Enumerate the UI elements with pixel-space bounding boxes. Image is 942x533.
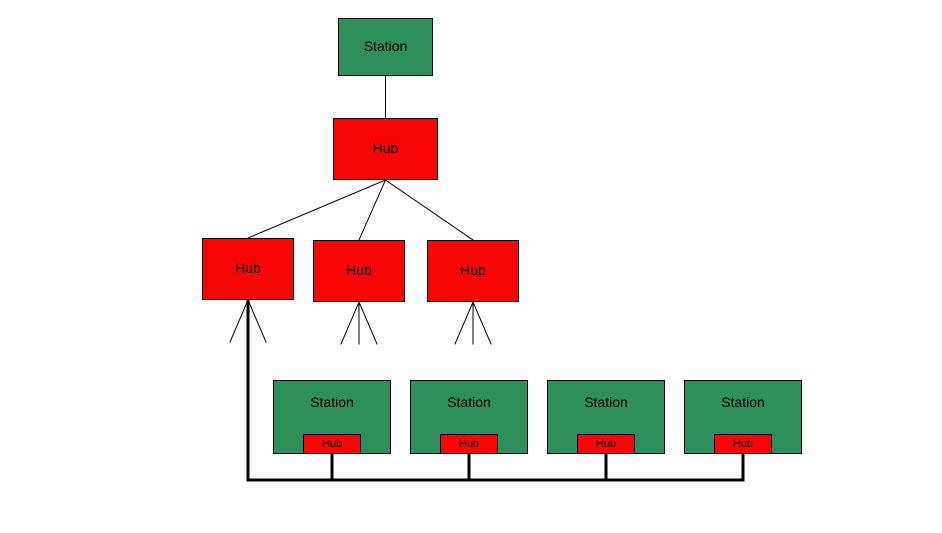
sub-hub-node: Hub [440,434,498,454]
hub-node: Hub [427,240,519,302]
station-node: Station [338,18,433,76]
node-label: Station [364,39,408,54]
node-label: Hub [460,263,486,278]
node-label: Station [447,395,491,410]
node-label: Hub [322,438,342,450]
node-label: Hub [373,141,399,156]
hub-node: Hub [333,118,438,180]
sub-hub-node: Hub [303,434,361,454]
sub-hub-node: Hub [714,434,772,454]
diagram-stage: Station Station Station Station Station Hub Hu… [0,0,942,533]
hub-node: Hub [313,240,405,302]
node-label: Station [721,395,765,410]
node-label: Station [310,395,354,410]
node-label: Station [584,395,628,410]
node-label: Hub [346,263,372,278]
node-label: Hub [596,438,616,450]
node-label: Hub [733,438,753,450]
node-label: Hub [235,261,261,276]
sub-hub-node: Hub [577,434,635,454]
hub-node: Hub [202,238,294,300]
node-label: Hub [459,438,479,450]
